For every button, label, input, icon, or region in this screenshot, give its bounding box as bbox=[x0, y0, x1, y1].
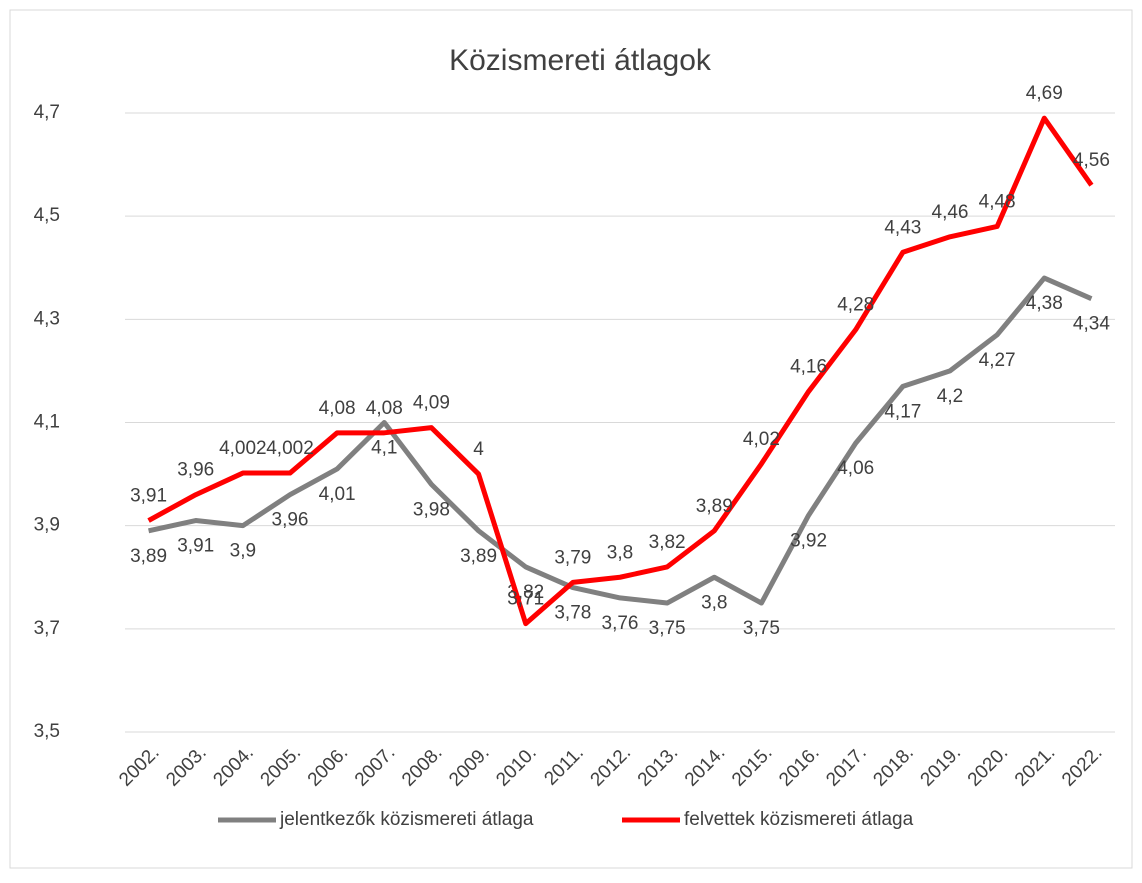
data-label: 3,91 bbox=[177, 536, 214, 557]
y-tick-label: 4,7 bbox=[34, 102, 60, 123]
data-label: 3,75 bbox=[743, 618, 780, 639]
data-label: 3,98 bbox=[413, 499, 450, 520]
legend-label: jelentkezők közismereti átlaga bbox=[279, 809, 534, 830]
data-label: 3,89 bbox=[130, 546, 167, 567]
data-label: 4,34 bbox=[1073, 314, 1110, 335]
data-label: 4 bbox=[473, 439, 484, 460]
data-label: 4,27 bbox=[979, 350, 1016, 371]
data-label: 4,002 bbox=[219, 438, 267, 459]
chart-title: Közismereti átlagok bbox=[449, 44, 712, 77]
data-label: 4,08 bbox=[366, 398, 403, 419]
legend-label: felvettek közismereti átlaga bbox=[684, 809, 914, 830]
chart-border bbox=[9, 9, 1133, 869]
data-label: 4,28 bbox=[837, 295, 874, 316]
y-tick-label: 3,7 bbox=[34, 618, 60, 639]
y-tick-label: 4,1 bbox=[34, 412, 60, 433]
data-label: 3,79 bbox=[554, 547, 591, 568]
data-label: 4,1 bbox=[371, 438, 397, 459]
data-label: 3,91 bbox=[130, 486, 167, 507]
data-label: 4,16 bbox=[790, 357, 827, 378]
y-tick-label: 3,5 bbox=[34, 721, 60, 742]
data-label: 3,96 bbox=[177, 460, 214, 481]
y-tick-label: 4,5 bbox=[34, 205, 60, 226]
y-tick-label: 4,3 bbox=[34, 308, 60, 329]
data-label: 4,43 bbox=[884, 217, 921, 238]
data-label: 3,96 bbox=[272, 510, 309, 531]
data-label: 4,56 bbox=[1073, 150, 1110, 171]
data-label: 3,78 bbox=[554, 603, 591, 624]
data-label: 3,8 bbox=[701, 592, 727, 613]
data-label: 4,08 bbox=[319, 398, 356, 419]
data-label: 3,8 bbox=[607, 542, 633, 563]
data-label: 3,89 bbox=[696, 496, 733, 517]
data-label: 3,71 bbox=[507, 589, 544, 610]
series-line bbox=[148, 275, 1093, 606]
data-label: 3,76 bbox=[602, 613, 639, 634]
data-label: 4,002 bbox=[266, 438, 314, 459]
data-label: 4,09 bbox=[413, 393, 450, 414]
data-label: 4,06 bbox=[837, 458, 874, 479]
data-label: 4,46 bbox=[932, 202, 969, 223]
data-label: 3,89 bbox=[460, 546, 497, 567]
y-tick-label: 3,9 bbox=[34, 515, 60, 536]
data-label: 4,69 bbox=[1026, 83, 1063, 104]
data-label: 4,02 bbox=[743, 429, 780, 450]
data-label: 4,17 bbox=[884, 401, 921, 422]
data-label: 3,75 bbox=[649, 618, 686, 639]
data-label: 3,92 bbox=[790, 530, 827, 551]
data-label: 4,01 bbox=[319, 484, 356, 505]
data-label: 4,38 bbox=[1026, 293, 1063, 314]
series-line bbox=[147, 115, 1094, 627]
data-label: 3,9 bbox=[230, 541, 256, 562]
data-label: 3,82 bbox=[649, 532, 686, 553]
data-label: 4,48 bbox=[979, 191, 1016, 212]
data-label: 4,2 bbox=[937, 386, 963, 407]
